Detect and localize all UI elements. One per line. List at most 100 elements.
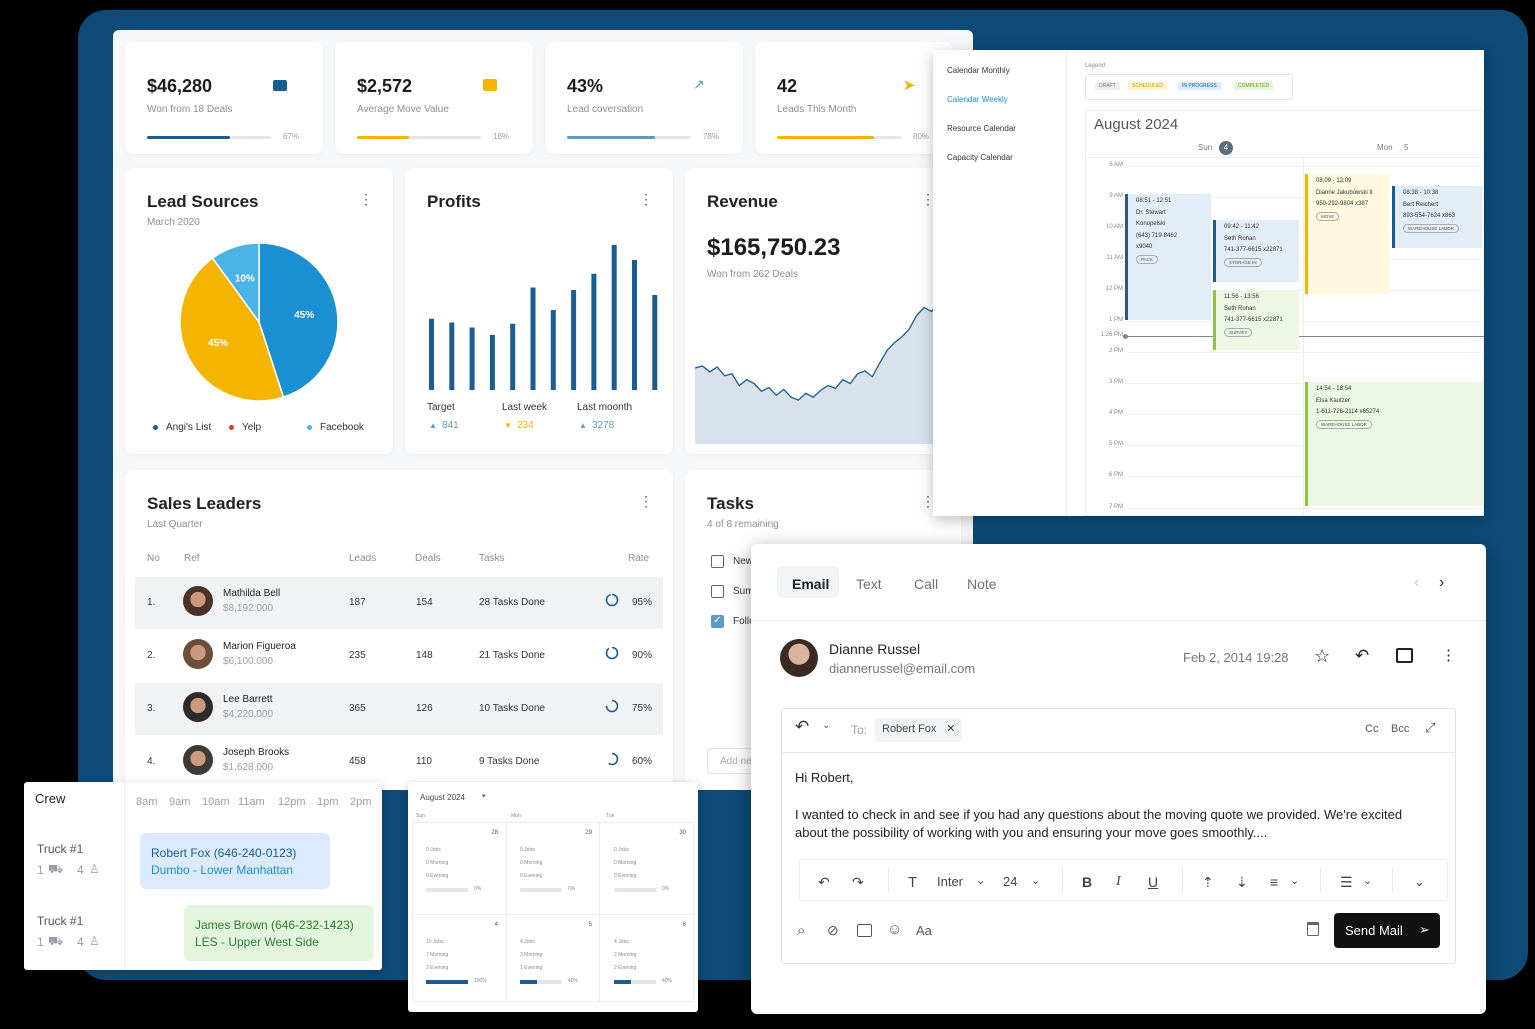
calendar-event[interactable]: 14:54 - 18:54 Elsa Kautzer 1-611-726-2114 … bbox=[1305, 382, 1483, 506]
day-cell[interactable]: 30 0 Jobs 0 Morning 0 Evening 0% bbox=[600, 822, 694, 914]
recipient-chip[interactable]: Robert Fox ✕ bbox=[875, 718, 963, 742]
profit-bar[interactable] bbox=[632, 260, 637, 390]
list-icon[interactable]: ☰ bbox=[1340, 874, 1353, 890]
chevron-down-icon[interactable]: ▾ bbox=[482, 793, 486, 800]
star-icon[interactable]: ☆ bbox=[1314, 646, 1331, 666]
task-checkbox[interactable]: ✓ bbox=[711, 615, 724, 628]
profit-bar[interactable] bbox=[449, 322, 455, 391]
align-icon[interactable]: ≡ bbox=[1270, 874, 1279, 890]
email-body[interactable]: I wanted to check in and see if you had … bbox=[795, 807, 1403, 840]
profit-bar[interactable] bbox=[550, 310, 556, 390]
day-mon-number[interactable]: 5 bbox=[1404, 143, 1409, 152]
table-row[interactable]: 1. Mathilda Bell $8,192.000 187 154 28 Tasks … bbox=[135, 577, 663, 629]
table-row[interactable]: 4. Joseph Brooks $1,628.000 458 110 9 Tasks D… bbox=[135, 736, 663, 788]
profit-bar[interactable] bbox=[469, 327, 475, 391]
calendar-event[interactable]: 08:09 - 12:09 Dianne Jakubowski II 950-292… bbox=[1305, 174, 1389, 294]
task-checkbox[interactable] bbox=[711, 585, 724, 598]
trash-icon[interactable] bbox=[1307, 922, 1319, 936]
profit-bar[interactable] bbox=[489, 335, 495, 390]
profit-bar[interactable] bbox=[591, 273, 597, 390]
tab-text[interactable]: Text bbox=[856, 576, 882, 592]
bold-icon[interactable]: B bbox=[1082, 874, 1093, 890]
reply-mode-icon[interactable]: ↶ bbox=[795, 717, 810, 736]
send-mail-button[interactable]: Send Mail ➢ bbox=[1334, 913, 1440, 948]
task-checkbox[interactable] bbox=[711, 555, 724, 568]
tab-email[interactable]: Email bbox=[792, 576, 830, 592]
rate-value: 60% bbox=[632, 756, 653, 767]
chevron-down-icon[interactable]: ⌄ bbox=[1290, 875, 1300, 887]
email-greeting[interactable]: Hi Robert, bbox=[795, 770, 854, 785]
print-icon[interactable] bbox=[1396, 648, 1413, 663]
line-spacing-down-icon[interactable]: ⇣ bbox=[1236, 874, 1248, 890]
chevron-down-icon[interactable]: ⌄ bbox=[822, 720, 831, 731]
attach-icon[interactable]: ⌕ bbox=[797, 922, 806, 939]
day-sun[interactable]: Sun bbox=[1198, 143, 1213, 152]
line-spacing-up-icon[interactable]: ⇡ bbox=[1202, 874, 1214, 890]
calendar-nav-item[interactable]: Capacity Calendar bbox=[947, 153, 1013, 162]
calendar-event[interactable]: 11:56 - 13:56 Seth Rohan 741-377-6615 x228… bbox=[1213, 290, 1299, 350]
font-size-select[interactable]: 24 bbox=[1003, 874, 1018, 889]
profit-bar[interactable] bbox=[510, 323, 516, 390]
day-cell[interactable]: 5 4 Jobs 3 Morning 1 Evening 40% bbox=[506, 914, 600, 1006]
more-icon[interactable]: ⋮ bbox=[1441, 647, 1456, 664]
month-title[interactable]: August 2024 bbox=[420, 793, 465, 802]
undo-icon[interactable]: ↶ bbox=[818, 874, 830, 890]
event-line: 1-611-726-2114 x65274 bbox=[1316, 409, 1380, 415]
redo-icon[interactable]: ↷ bbox=[852, 874, 864, 890]
profit-bar[interactable] bbox=[530, 287, 536, 391]
day-sun-number[interactable]: 4 bbox=[1219, 141, 1233, 155]
more-icon[interactable]: ⋮ bbox=[921, 493, 935, 509]
chevron-down-icon[interactable]: ⌄ bbox=[1031, 875, 1041, 887]
day-cell[interactable]: 29 0 Jobs 0 Morning 0 Evening 0% bbox=[506, 822, 600, 914]
more-options-icon[interactable]: ⌄ bbox=[1414, 874, 1425, 889]
emoji-icon[interactable]: ☺ bbox=[887, 921, 903, 938]
text-format-icon[interactable]: Aa bbox=[916, 923, 932, 938]
link-icon[interactable]: ⊘ bbox=[827, 922, 839, 938]
bcc-button[interactable]: Bcc bbox=[1391, 723, 1410, 735]
day-cell[interactable]: 6 4 Jobs 2 Morning 2 Evening 40% bbox=[600, 914, 694, 1006]
more-icon[interactable]: ⋮ bbox=[359, 191, 373, 207]
day-mon[interactable]: Mon bbox=[1377, 143, 1393, 152]
pie-slice[interactable] bbox=[179, 257, 285, 402]
calendar-event[interactable]: 08:38 - 10:38 Bert Reichert 893-554-7624 x… bbox=[1392, 186, 1482, 248]
day-number: 30 bbox=[679, 830, 686, 836]
calendar-nav-item[interactable]: Resource Calendar bbox=[947, 124, 1016, 133]
prev-icon[interactable]: ‹ bbox=[1414, 574, 1420, 591]
underline-icon[interactable]: U bbox=[1148, 874, 1159, 890]
row-number: 3. bbox=[147, 703, 156, 714]
calendar-event[interactable]: 09:42 - 11:42 Seth Rohan 741-377-6615 x228… bbox=[1213, 220, 1299, 282]
more-icon[interactable]: ⋮ bbox=[639, 191, 653, 207]
text-style-icon[interactable]: T bbox=[908, 874, 918, 891]
calendar-nav-item[interactable]: Calendar Weekly bbox=[947, 95, 1008, 104]
next-icon[interactable]: › bbox=[1439, 574, 1445, 591]
image-icon[interactable] bbox=[857, 924, 872, 937]
reply-icon[interactable]: ↶ bbox=[1355, 646, 1370, 665]
profit-bar[interactable] bbox=[611, 245, 617, 390]
hour-label: 11am bbox=[238, 796, 265, 808]
pie-slice[interactable] bbox=[211, 242, 260, 325]
profit-bar[interactable] bbox=[652, 295, 658, 390]
more-icon[interactable]: ⋮ bbox=[639, 493, 653, 509]
remove-recipient-icon[interactable]: ✕ bbox=[946, 723, 956, 735]
cc-button[interactable]: Cc bbox=[1365, 723, 1379, 735]
calendar-nav-item[interactable]: Calendar Monthly bbox=[947, 66, 1010, 75]
day-cell[interactable]: 4 10 Jobs 7 Morning 3 Evening 100% bbox=[412, 914, 506, 1006]
tab-call[interactable]: Call bbox=[914, 576, 939, 592]
italic-icon[interactable]: I bbox=[1116, 874, 1121, 889]
chevron-down-icon[interactable]: ⌄ bbox=[1363, 875, 1373, 887]
expand-icon[interactable]: ⤢ bbox=[1425, 720, 1436, 735]
table-row[interactable]: 2. Marion Figueroa $6,100.000 235 148 21 Task… bbox=[135, 630, 663, 682]
pie-slice[interactable] bbox=[258, 242, 339, 399]
calendar-event[interactable]: 08:51 - 12:51 Dr. Stewart Konopelski (643) … bbox=[1125, 194, 1211, 320]
profit-bar[interactable] bbox=[571, 290, 577, 390]
job-block[interactable]: Robert Fox (646-240-0123) Dumbo - Lower M… bbox=[140, 833, 330, 889]
profit-bar[interactable] bbox=[429, 318, 434, 390]
table-row[interactable]: 3. Lee Barrett $4,220.000 365 126 10 Tasks Do… bbox=[135, 683, 663, 735]
job-block[interactable]: James Brown (646-232-1423) LES - Upper We… bbox=[184, 905, 374, 961]
tab-note[interactable]: Note bbox=[967, 576, 997, 592]
more-icon[interactable]: ⋮ bbox=[921, 191, 935, 207]
chevron-down-icon[interactable]: ⌄ bbox=[976, 875, 986, 887]
font-select[interactable]: Inter bbox=[937, 874, 964, 889]
sender-email: diannerussel@email.com bbox=[829, 661, 976, 676]
day-cell[interactable]: 28 0 Jobs 0 Morning 0 Evening 0% bbox=[412, 822, 506, 914]
